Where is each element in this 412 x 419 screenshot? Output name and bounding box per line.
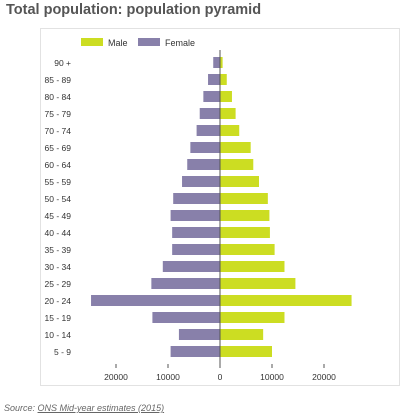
category-label: 5 - 9 <box>54 347 71 357</box>
bar-female <box>152 312 220 323</box>
source-line: Source: ONS Mid-year estimates (2015) <box>4 403 164 413</box>
bar-male <box>220 108 236 119</box>
category-label: 90 + <box>54 58 71 68</box>
bar-female <box>190 142 220 153</box>
category-label: 35 - 39 <box>45 245 72 255</box>
bar-female <box>91 295 220 306</box>
bar-female <box>170 210 220 221</box>
category-label: 15 - 19 <box>45 313 72 323</box>
category-label: 80 - 84 <box>45 92 72 102</box>
legend-label-male: Male <box>108 38 128 48</box>
bar-female <box>187 159 220 170</box>
x-tick-label: 10000 <box>156 372 180 382</box>
category-label: 25 - 29 <box>45 279 72 289</box>
source-prefix: Source: <box>4 403 38 413</box>
bar-male <box>220 312 285 323</box>
legend-swatch-male <box>81 38 103 46</box>
bar-female <box>208 74 220 85</box>
legend-swatch-female <box>138 38 160 46</box>
source-link[interactable]: ONS Mid-year estimates (2015) <box>37 403 165 413</box>
bar-female <box>173 193 220 204</box>
bar-male <box>220 91 232 102</box>
category-label: 70 - 74 <box>45 126 72 136</box>
bar-male <box>220 74 227 85</box>
population-pyramid-chart: Male Female 90 + 85 - 89 80 - 84 75 - 79 70 - … <box>40 28 400 386</box>
bar-male <box>220 227 270 238</box>
bar-male <box>220 159 254 170</box>
category-label: 40 - 44 <box>45 228 72 238</box>
bar-male <box>220 125 240 136</box>
category-label: 60 - 64 <box>45 160 72 170</box>
bar-male <box>220 142 251 153</box>
bar-male <box>220 295 352 306</box>
x-tick-label: 20000 <box>104 372 128 382</box>
category-label: 55 - 59 <box>45 177 72 187</box>
x-tick-label: 0 <box>218 372 223 382</box>
bar-male <box>220 278 296 289</box>
bar-female <box>162 261 220 272</box>
category-label: 20 - 24 <box>45 296 72 306</box>
bar-male <box>220 244 275 255</box>
category-label: 50 - 54 <box>45 194 72 204</box>
x-tick-label: 10000 <box>260 372 284 382</box>
bar-female <box>182 176 220 187</box>
bar-female <box>151 278 220 289</box>
bar-female <box>178 329 220 340</box>
bar-female <box>203 91 220 102</box>
bar-male <box>220 261 285 272</box>
page-title: Total population: population pyramid <box>6 2 262 18</box>
category-label: 75 - 79 <box>45 109 72 119</box>
bar-male <box>220 57 223 68</box>
x-tick-label: 20000 <box>312 372 336 382</box>
bar-male <box>220 346 272 357</box>
bar-male <box>220 329 264 340</box>
bar-female <box>170 346 220 357</box>
category-label: 30 - 34 <box>45 262 72 272</box>
bar-female <box>199 108 220 119</box>
chart-svg: Male Female 90 + 85 - 89 80 - 84 75 - 79 70 - … <box>45 38 352 382</box>
bar-female <box>172 244 220 255</box>
category-label: 10 - 14 <box>45 330 72 340</box>
legend-label-female: Female <box>165 38 195 48</box>
bar-female <box>172 227 220 238</box>
bar-female <box>196 125 220 136</box>
bar-male <box>220 210 270 221</box>
category-label: 85 - 89 <box>45 75 72 85</box>
bar-female <box>213 57 220 68</box>
bar-male <box>220 193 268 204</box>
category-label: 65 - 69 <box>45 143 72 153</box>
bar-male <box>220 176 259 187</box>
category-label: 45 - 49 <box>45 211 72 221</box>
